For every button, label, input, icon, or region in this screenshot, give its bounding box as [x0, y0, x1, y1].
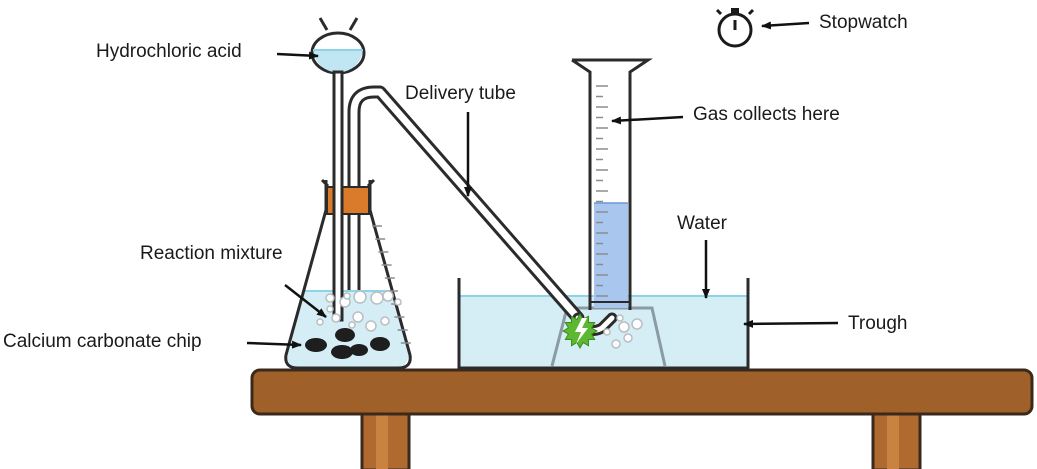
label-reaction-mixture: Reaction mixture: [140, 243, 283, 264]
bench-top: [250, 368, 1034, 416]
bubble: [325, 293, 335, 303]
arrow-stopwatch: [761, 21, 810, 30]
chip: [370, 337, 390, 351]
label-hydrochloric-acid: Hydrochloric acid: [96, 41, 242, 62]
hydrochloric-acid-fill: [313, 50, 363, 73]
bubble: [352, 311, 364, 323]
bubble: [348, 321, 356, 329]
bubble: [623, 333, 633, 343]
bubble: [611, 339, 621, 349]
bubble: [380, 316, 390, 326]
stopwatch-icon: [715, 8, 755, 48]
collected-gas: [594, 203, 628, 308]
label-gas-collects: Gas collects here: [693, 104, 840, 125]
bench: [250, 368, 1034, 469]
bubble: [353, 290, 367, 304]
chip: [335, 328, 355, 342]
bubble: [331, 313, 341, 323]
arrow-gas-collects: [611, 115, 684, 125]
calcium-carbonate-chips: [305, 328, 390, 359]
bubble: [316, 318, 324, 326]
bubble: [394, 298, 402, 306]
bubble: [603, 328, 611, 336]
label-delivery-tube: Delivery tube: [405, 83, 516, 104]
bubble: [631, 318, 643, 330]
bubble: [370, 291, 384, 305]
bubble: [382, 290, 394, 302]
label-stopwatch: Stopwatch: [819, 12, 908, 33]
label-trough: Trough: [848, 313, 908, 334]
bubble: [365, 320, 377, 332]
gas-bubbles: [316, 290, 643, 349]
arrow-reaction-mixture: [284, 284, 327, 318]
label-calcium-carbonate: Calcium carbonate chip: [3, 331, 202, 352]
chip: [350, 344, 368, 356]
measuring-cylinder: [571, 58, 653, 310]
cylinder-graduations: [596, 85, 608, 297]
arrow-trough: [743, 319, 839, 328]
arrow-hydrochloric-acid: [276, 51, 319, 60]
reaction-burst-icon: [561, 312, 599, 350]
bubble: [618, 321, 630, 333]
chip: [331, 345, 353, 359]
bubble: [343, 292, 351, 300]
label-water: Water: [677, 213, 728, 234]
bubble: [326, 305, 334, 313]
thistle-funnel: [310, 17, 366, 322]
bubble: [616, 314, 624, 322]
label-arrows: [246, 21, 839, 349]
chip: [305, 338, 327, 352]
arrow-calcium-carbonate: [246, 340, 302, 349]
